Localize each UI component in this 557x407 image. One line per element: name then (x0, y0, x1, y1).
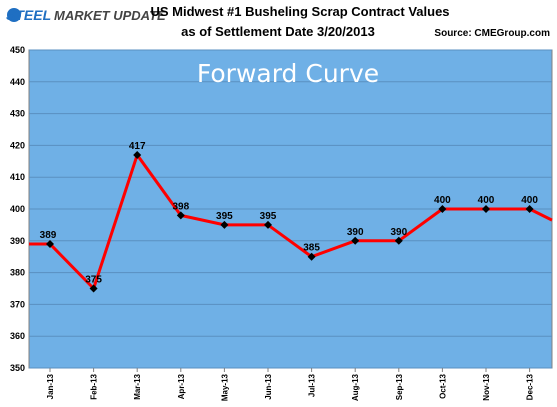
data-label: 400 (521, 195, 538, 206)
y-tick-label: 390 (10, 236, 25, 246)
data-point (394, 236, 403, 245)
x-tick-label: Jul-13 (308, 373, 317, 397)
x-tick-label: Oct-13 (438, 373, 447, 398)
y-tick-label: 380 (10, 268, 25, 278)
x-tick-label: Feb-13 (90, 373, 99, 399)
logo-circle-icon (7, 8, 21, 22)
x-tick-label: Nov-13 (482, 373, 491, 400)
y-axis-ticks: 350 360 370 380 390 400 410 420 430 440 450 (10, 45, 25, 373)
data-point (46, 239, 54, 248)
data-label: 398 (172, 201, 189, 212)
data-point (482, 205, 490, 213)
data-label: 395 (260, 211, 277, 222)
gridlines (29, 49, 552, 369)
source-note: Source: CMEGroup.com (434, 28, 550, 39)
series-line (29, 153, 553, 290)
x-tick-label: Aug-13 (351, 373, 360, 401)
steel-market-update-logo: STEEL MARKET UPDATE (6, 7, 166, 23)
x-tick-label: Jun-13 (264, 373, 273, 399)
x-tick-label: Jan-13 (46, 373, 55, 399)
data-point (264, 220, 272, 229)
y-tick-label: 370 (10, 299, 25, 309)
forward-curve-annotation: Forward Curve (197, 59, 379, 88)
data-point (351, 236, 360, 245)
x-tick-label: May-13 (220, 373, 229, 401)
y-tick-label: 360 (10, 331, 25, 341)
data-label: 400 (478, 195, 495, 206)
data-label: 375 (85, 275, 102, 286)
data-label: 417 (129, 141, 146, 152)
series-line-group (29, 153, 553, 290)
data-label: 389 (40, 230, 57, 241)
data-point (220, 220, 229, 229)
data-point (525, 205, 534, 213)
data-label: 400 (434, 195, 451, 206)
y-tick-label: 420 (10, 140, 25, 150)
y-tick-label: 410 (10, 172, 25, 182)
logo-secondary: MARKET UPDATE (54, 8, 166, 23)
data-labels: 389 375 417 398 395 395 385 390 390 400 400 400 (40, 141, 539, 286)
data-label: 395 (216, 211, 233, 222)
data-point (133, 150, 142, 159)
data-point (438, 205, 447, 213)
chart-title-line1: US Midwest #1 Busheling Scrap Contract V… (150, 4, 449, 19)
y-tick-label: 400 (10, 204, 25, 214)
data-point (89, 284, 98, 293)
x-tick-label: Mar-13 (133, 373, 142, 399)
logo-primary: STEEL (6, 7, 51, 23)
x-tick-label: Sep-13 (395, 373, 404, 400)
y-tick-label: 350 (10, 363, 25, 373)
chart-title-line2: as of Settlement Date 3/20/2013 (181, 24, 375, 39)
x-axis-ticks: Jan-13 Feb-13 Mar-13 Apr-13 May-13 Jun-13 Jul-… (46, 368, 535, 401)
data-label: 385 (303, 243, 320, 254)
data-label: 390 (347, 227, 364, 238)
y-tick-label: 440 (10, 77, 25, 87)
data-label: 390 (390, 227, 407, 238)
x-tick-label: Dec-13 (526, 373, 535, 400)
data-markers (46, 150, 534, 293)
y-tick-label: 430 (10, 109, 25, 119)
data-point (307, 252, 316, 261)
x-tick-label: Apr-13 (177, 373, 186, 399)
data-point (176, 211, 185, 220)
y-tick-label: 450 (10, 45, 25, 55)
